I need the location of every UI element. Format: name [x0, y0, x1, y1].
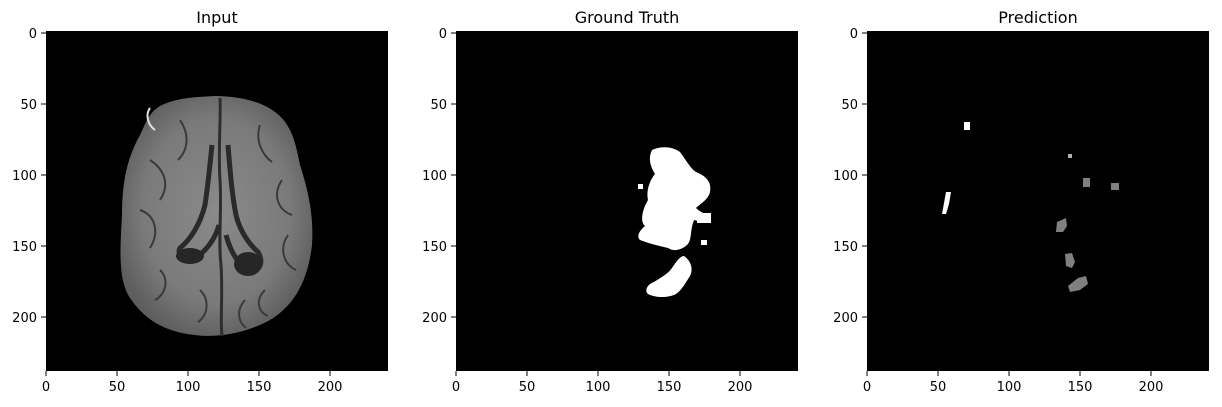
x-tick-label: 150: [1068, 380, 1093, 395]
y-tick-label: 100: [833, 169, 858, 184]
x-tick-label: 200: [728, 380, 753, 395]
y-tick-label: 200: [12, 311, 37, 326]
x-tick-label: 0: [42, 380, 50, 395]
image-frame-prediction: [867, 31, 1209, 371]
y-axis-ticks-input: [41, 32, 46, 318]
panel-ground-truth: Ground Truth 0 50 100 150 200 0 50 100 1…: [422, 8, 798, 395]
y-tick-label: 150: [833, 240, 858, 255]
x-axis-ticks-ground-truth: [455, 371, 741, 376]
y-tick-label: 0: [29, 27, 37, 42]
x-tick-label: 100: [997, 380, 1022, 395]
y-tick-label: 0: [439, 27, 447, 42]
brain-slice-image: [120, 96, 313, 337]
panel-title-prediction: Prediction: [998, 8, 1077, 27]
x-axis-ticks-prediction: [866, 371, 1152, 376]
panel-input: Input 0 50: [12, 8, 388, 395]
y-tick-label: 50: [841, 98, 858, 113]
panel-title-ground-truth: Ground Truth: [575, 8, 680, 27]
y-tick-label: 0: [850, 27, 858, 42]
x-tick-label: 50: [109, 380, 126, 395]
y-tick-label: 100: [422, 169, 447, 184]
x-tick-label: 200: [1139, 380, 1164, 395]
x-tick-label: 0: [452, 380, 460, 395]
panel-title-input: Input: [196, 8, 237, 27]
x-tick-label: 100: [586, 380, 611, 395]
prediction-mask: [942, 122, 1119, 292]
x-tick-label: 0: [863, 380, 871, 395]
y-tick-label: 150: [422, 240, 447, 255]
x-tick-label: 50: [519, 380, 536, 395]
ground-truth-mask: [638, 147, 711, 297]
y-axis-ticks-prediction: [862, 32, 867, 318]
y-tick-label: 200: [422, 311, 447, 326]
y-tick-label: 100: [12, 169, 37, 184]
x-tick-label: 100: [176, 380, 201, 395]
x-tick-label: 200: [318, 380, 343, 395]
y-tick-label: 200: [833, 311, 858, 326]
image-frame-ground-truth: [456, 31, 798, 371]
x-tick-label: 50: [930, 380, 947, 395]
y-axis-ticks-ground-truth: [451, 32, 456, 318]
y-tick-label: 50: [20, 98, 37, 113]
panel-prediction: Prediction 0 50 100 150 200 0 50 100 150…: [833, 8, 1209, 395]
y-tick-label: 150: [12, 240, 37, 255]
y-tick-label: 50: [430, 98, 447, 113]
x-axis-ticks-input: [45, 371, 331, 376]
x-tick-label: 150: [247, 380, 272, 395]
x-tick-label: 150: [657, 380, 682, 395]
